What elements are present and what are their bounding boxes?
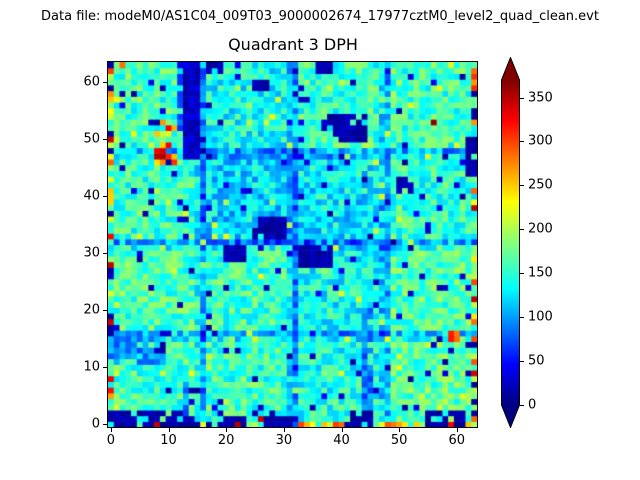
y-tick-mark	[103, 310, 107, 312]
plot-title: Quadrant 3 DPH	[228, 35, 358, 54]
y-tick-mark	[103, 424, 107, 426]
colorbar-tick-label: 300	[528, 133, 553, 149]
colorbar	[501, 57, 520, 428]
y-tick-mark	[103, 253, 107, 255]
colorbar-tick-label: 0	[528, 397, 537, 413]
data-file-label: Data file: modeM0/AS1C04_009T03_90000026…	[41, 9, 599, 24]
colorbar-tick-mark	[520, 97, 524, 99]
x-tick-label: 40	[333, 433, 350, 448]
colorbar-tick-label: 350	[528, 90, 553, 106]
colorbar-tick-label: 250	[528, 177, 553, 193]
y-tick-label: 50	[83, 131, 100, 147]
y-tick-mark	[103, 138, 107, 140]
colorbar-tick-mark	[520, 405, 524, 406]
colorbar-tick-mark	[520, 273, 524, 275]
colorbar-tick-label: 200	[528, 221, 553, 237]
colorbar-tick-label: 100	[528, 309, 553, 325]
x-tick-mark	[399, 428, 401, 432]
x-tick-label: 60	[448, 433, 466, 448]
x-tick-label: 50	[390, 433, 408, 448]
x-tick-label: 0	[106, 433, 116, 448]
y-tick-label: 10	[83, 359, 100, 375]
y-tick-mark	[103, 367, 107, 369]
colorbar-tick-label: 50	[528, 353, 545, 369]
colorbar-tick-mark	[520, 185, 524, 187]
x-tick-mark	[341, 428, 343, 432]
x-tick-mark	[226, 428, 228, 432]
colorbar-tick-mark	[520, 229, 524, 231]
y-tick-label: 30	[83, 245, 100, 261]
heatmap-image	[108, 62, 477, 427]
plot-area	[107, 61, 478, 428]
x-tick-mark	[456, 428, 458, 432]
x-tick-label: 30	[275, 433, 293, 448]
colorbar-tick-mark	[520, 141, 524, 143]
y-tick-label: 40	[83, 188, 100, 204]
y-tick-mark	[103, 81, 107, 83]
y-tick-label: 20	[83, 302, 100, 318]
x-tick-mark	[283, 428, 285, 432]
colorbar-gradient	[501, 57, 520, 428]
x-tick-label: 20	[217, 433, 235, 448]
colorbar-tick-mark	[520, 317, 524, 319]
x-tick-mark	[110, 428, 112, 432]
y-tick-mark	[103, 196, 107, 198]
x-tick-mark	[168, 428, 170, 432]
x-tick-label: 10	[160, 433, 177, 448]
y-tick-label: 0	[91, 416, 100, 432]
colorbar-tick-label: 150	[528, 265, 553, 281]
colorbar-tick-mark	[520, 361, 524, 363]
y-tick-label: 60	[83, 74, 100, 90]
